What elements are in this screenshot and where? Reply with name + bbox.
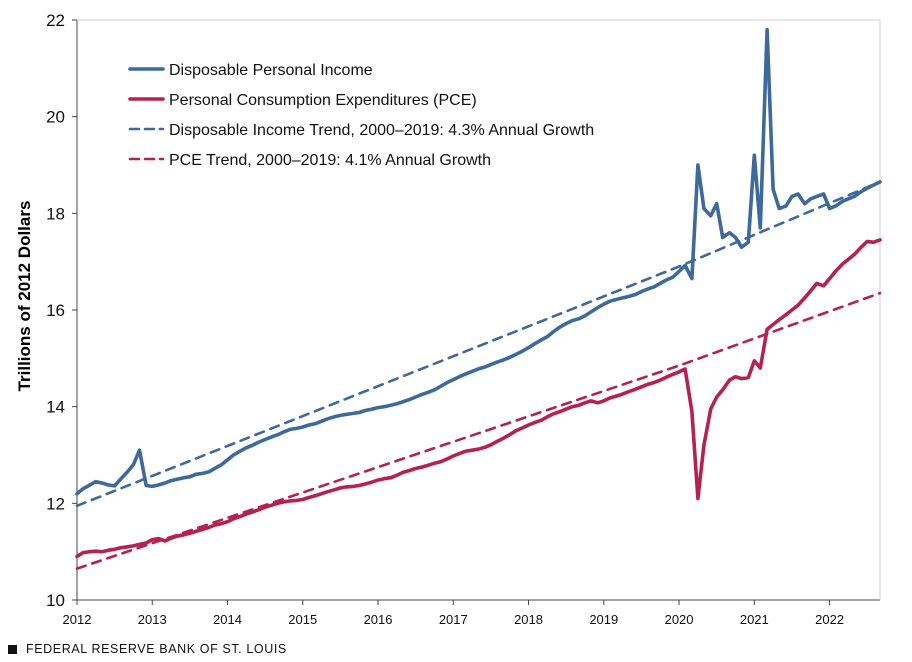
legend-label-4: PCE Trend, 2000–2019: 4.1% Annual Growth xyxy=(169,152,491,169)
footer-label: FEDERAL RESERVE BANK OF ST. LOUIS xyxy=(26,642,287,656)
x-tick-label: 2020 xyxy=(665,612,694,627)
y-tick-label: 10 xyxy=(46,591,65,610)
legend-label-2: Personal Consumption Expenditures (PCE) xyxy=(169,92,477,109)
series-line-4 xyxy=(75,291,882,570)
source-footer: FEDERAL RESERVE BANK OF ST. LOUIS xyxy=(8,642,287,656)
x-tick-label: 2018 xyxy=(514,612,543,627)
chart-legend: Disposable Personal Income Personal Consu… xyxy=(128,62,594,169)
x-tick-label: 2016 xyxy=(364,612,393,627)
legend-label-3: Disposable Income Trend, 2000–2019: 4.3%… xyxy=(169,122,594,139)
y-tick-label: 12 xyxy=(46,494,65,513)
series-line-1 xyxy=(75,27,882,496)
y-tick-label: 22 xyxy=(46,11,65,30)
x-tick-label: 2022 xyxy=(815,612,844,627)
series-line-2 xyxy=(75,238,882,559)
y-tick-label: 16 xyxy=(46,301,65,320)
y-tick-label: 14 xyxy=(46,398,65,417)
y-tick-label: 18 xyxy=(46,204,65,223)
x-tick-label: 2013 xyxy=(138,612,167,627)
x-tick-label: 2012 xyxy=(63,612,92,627)
x-tick-label: 2017 xyxy=(439,612,468,627)
x-tick-label: 2015 xyxy=(288,612,317,627)
y-tick-label: 20 xyxy=(46,108,65,127)
x-tick-label: 2014 xyxy=(213,612,242,627)
x-tick-label: 2021 xyxy=(740,612,769,627)
x-tick-label: 2019 xyxy=(589,612,618,627)
chart-series xyxy=(75,27,882,570)
y-axis-label: Trillions of 2012 Dollars xyxy=(15,201,34,392)
legend-label-1: Disposable Personal Income xyxy=(169,62,373,79)
footer-square-icon xyxy=(8,644,17,654)
series-line-3 xyxy=(75,180,882,508)
